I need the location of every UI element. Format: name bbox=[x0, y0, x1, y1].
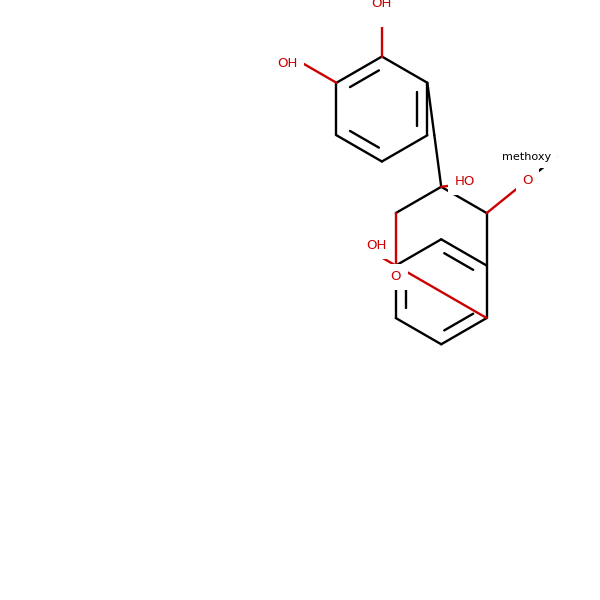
Text: HO: HO bbox=[455, 175, 475, 188]
Text: O: O bbox=[522, 173, 533, 187]
Text: OH: OH bbox=[277, 56, 298, 70]
Text: O: O bbox=[391, 271, 401, 283]
Text: OH: OH bbox=[367, 239, 387, 253]
Text: methoxy: methoxy bbox=[502, 152, 551, 162]
Text: OH: OH bbox=[372, 0, 392, 10]
